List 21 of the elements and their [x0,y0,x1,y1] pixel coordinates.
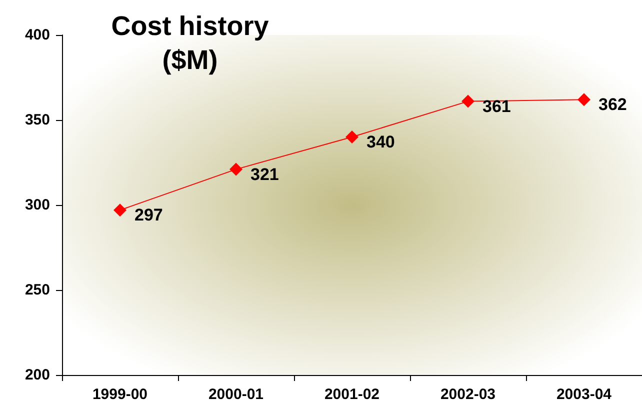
x-tick-label: 2002-03 [440,386,496,403]
x-tick-label: 2003-04 [556,386,612,403]
point [462,94,474,108]
data-label: 362 [598,95,627,114]
y-tick-label: 200 [24,366,50,384]
x-tick-label: 1999-00 [92,386,148,403]
y-tick-label: 400 [24,26,50,44]
chart-title: Cost history ($M) [111,11,269,75]
y-tick-label: 350 [24,112,50,128]
x-tick-label: 2000-01 [208,386,264,403]
y-tick-label: 250 [24,282,50,298]
point [578,93,590,106]
data-label: 340 [366,132,395,152]
data-label: 321 [250,164,279,184]
data-label: 297 [134,206,163,225]
data-label: 361 [482,96,511,116]
point [114,204,126,217]
point [346,130,358,144]
point [230,162,242,176]
x-tick-label: 2001-02 [324,386,380,403]
y-tick-label: 300 [24,196,50,214]
